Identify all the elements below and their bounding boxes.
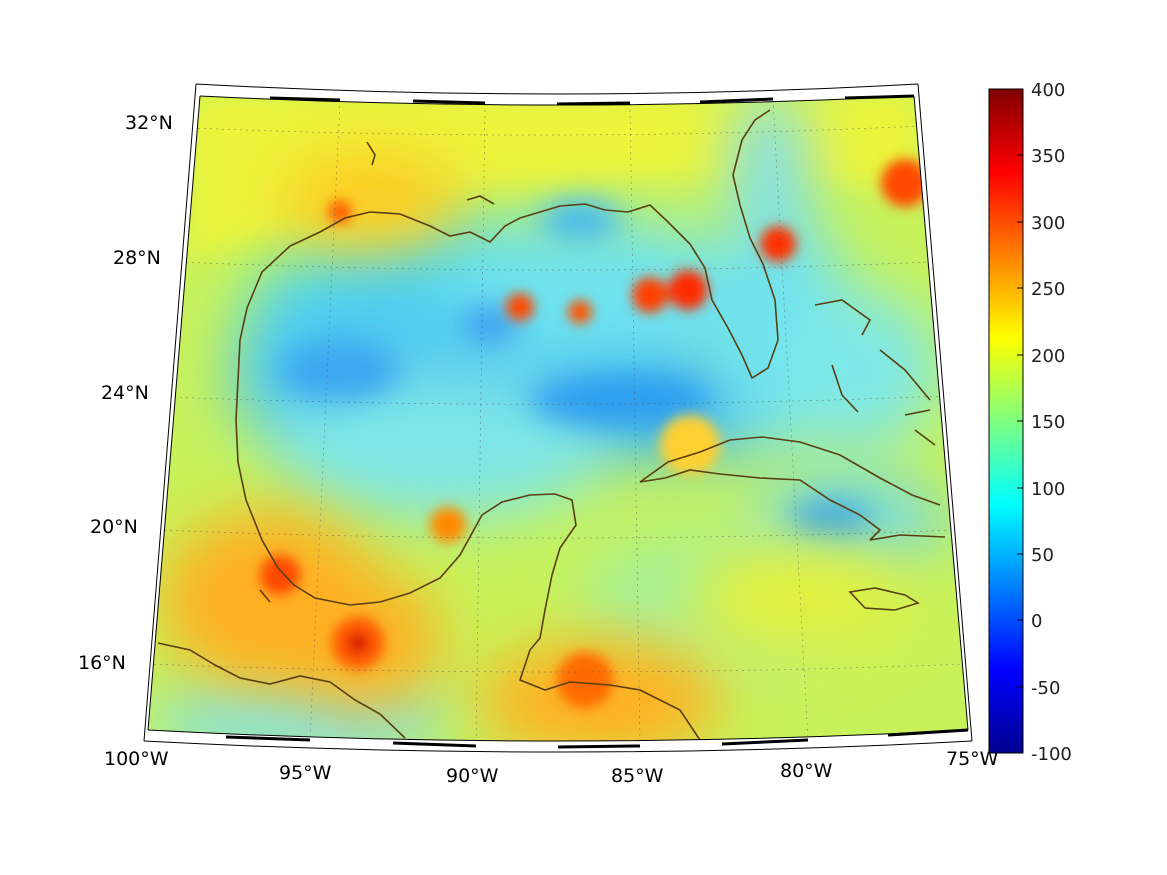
colorbar-label: 50 [1031,545,1054,566]
colorbar-label: 200 [1031,346,1065,367]
colorbar-label: 0 [1031,611,1042,632]
colorbar-label: -100 [1031,744,1072,765]
colorbar-label: 100 [1031,479,1065,500]
colorbar-label: 250 [1031,279,1065,300]
lon-tick-label: 100°W [104,748,169,770]
colorbar-ticks [1017,154,1023,688]
lat-tick-label: 28°N [113,247,161,269]
lat-tick-label: 32°N [125,112,173,134]
lon-tick-label: 75°W [946,748,999,770]
frame-ticks [225,94,969,749]
colorbar: 400 350 300 250 200 150 100 50 0 -50 -10… [988,80,1072,765]
lat-axis: 32°N 28°N 24°N 20°N 16°N [78,112,173,674]
lat-tick-label: 16°N [78,652,126,674]
colorbar-label: 400 [1031,80,1065,101]
lon-tick-label: 85°W [611,765,664,787]
colorbar-label: -50 [1031,678,1060,699]
graticule [148,99,966,741]
lon-axis: 100°W 95°W 90°W 85°W 80°W 75°W [104,748,999,787]
coastline [157,109,946,741]
colorbar-label: 150 [1031,412,1065,433]
lon-tick-label: 80°W [780,760,833,782]
lon-tick-label: 95°W [279,762,332,784]
colorbar-label: 350 [1031,146,1065,167]
data-field [148,96,968,741]
lat-tick-label: 20°N [90,516,138,538]
lon-tick-label: 90°W [446,765,499,787]
colorbar-label: 300 [1031,213,1065,234]
lat-tick-label: 24°N [101,382,149,404]
